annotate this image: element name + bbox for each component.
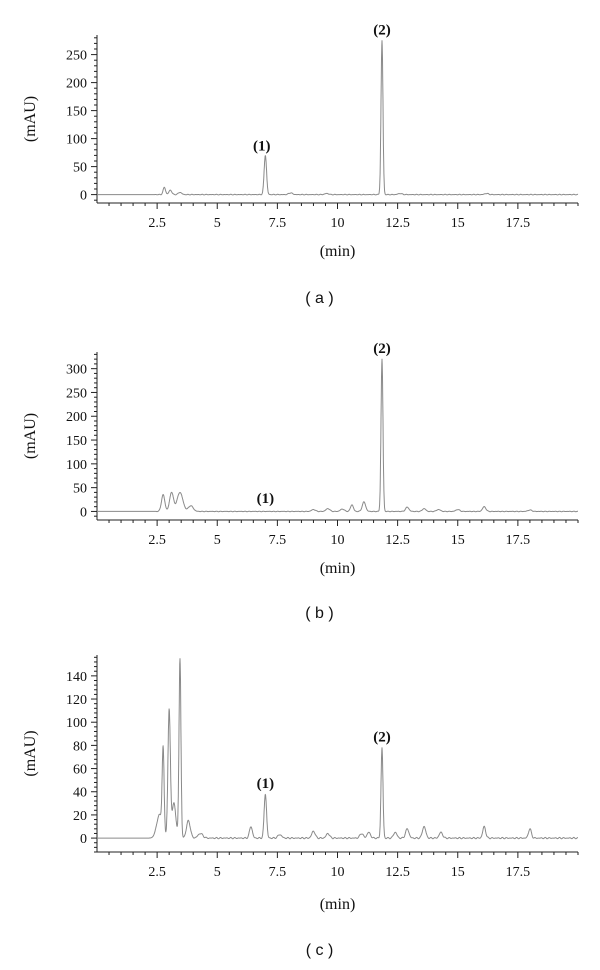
x-tick-label: 7.5 [269,533,287,548]
chromatogram-panel-1: 2.5 5 7.5 10 12.5 15 17.5 0 50 100 150 200 250 (min) (… [22,23,579,307]
y-tick-label: 100 [66,458,87,473]
x-tick-label: 7.5 [269,216,287,231]
y-axis-label: (mAU) [22,413,39,459]
y-tick-label: 0 [80,189,87,204]
x-tick-label: 12.5 [385,865,410,880]
y-tick-label: 0 [80,832,87,847]
y-axis-label: (mAU) [22,96,39,142]
y-tick-label: 200 [66,410,87,425]
peak-annotation: (2) [373,341,391,357]
chromatogram-panel-2: 2.5 5 7.5 10 12.5 15 17.5 0 50 100 150 200 250 300 (mi… [22,341,579,622]
x-tick-label: 2.5 [148,216,166,231]
y-tick-label: 50 [73,482,87,497]
peak-annotation: (1) [257,491,275,507]
peak-annotation: (2) [373,23,391,39]
x-tick-label: 5 [214,533,221,548]
chromatogram-trace [96,658,579,840]
y-axis-label: (mAU) [22,730,39,776]
x-axis-label: (min) [320,560,356,577]
peak-annotation: (2) [373,730,391,746]
y-tick-label: 200 [66,77,87,92]
x-tick-label: 17.5 [506,533,531,548]
x-tick-label: 7.5 [269,865,287,880]
y-tick-label: 80 [73,739,87,754]
panel-label: ( a ) [305,290,333,307]
y-tick-label: 120 [66,693,87,708]
y-tick-label: 250 [66,386,87,401]
x-tick-label: 12.5 [385,533,410,548]
x-tick-label: 17.5 [506,216,531,231]
x-axis-label: (min) [320,896,356,913]
y-tick-label: 50 [73,161,87,176]
panel-label: ( c ) [306,942,334,959]
y-tick-label: 100 [66,716,87,731]
x-tick-label: 2.5 [148,533,166,548]
y-tick-label: 150 [66,105,87,120]
x-axis-label: (min) [320,243,356,260]
x-tick-label: 2.5 [148,865,166,880]
y-tick-label: 250 [66,49,87,64]
y-tick-label: 300 [66,363,87,378]
y-tick-label: 150 [66,434,87,449]
y-tick-label: 20 [73,809,87,824]
panel-label: ( b ) [305,605,333,622]
x-tick-label: 15 [451,216,465,231]
y-tick-label: 100 [66,133,87,148]
x-tick-label: 12.5 [385,216,410,231]
x-tick-label: 10 [331,533,345,548]
x-tick-label: 10 [331,216,345,231]
y-tick-label: 0 [80,505,87,520]
y-tick-label: 140 [66,670,87,685]
x-tick-label: 15 [451,865,465,880]
x-tick-label: 5 [214,216,221,231]
x-tick-label: 15 [451,533,465,548]
peak-annotation: (1) [257,776,275,792]
x-tick-label: 5 [214,865,221,880]
x-tick-label: 10 [331,865,345,880]
y-tick-label: 60 [73,763,87,778]
peak-annotation: (1) [253,139,271,155]
chromatogram-trace [96,40,579,196]
chromatogram-trace [96,358,579,513]
x-tick-label: 17.5 [506,865,531,880]
chromatogram-panel-3: 2.5 5 7.5 10 12.5 15 17.5 0 20 40 60 80 100 120 140 (mi… [22,655,579,959]
y-tick-label: 40 [73,786,87,801]
